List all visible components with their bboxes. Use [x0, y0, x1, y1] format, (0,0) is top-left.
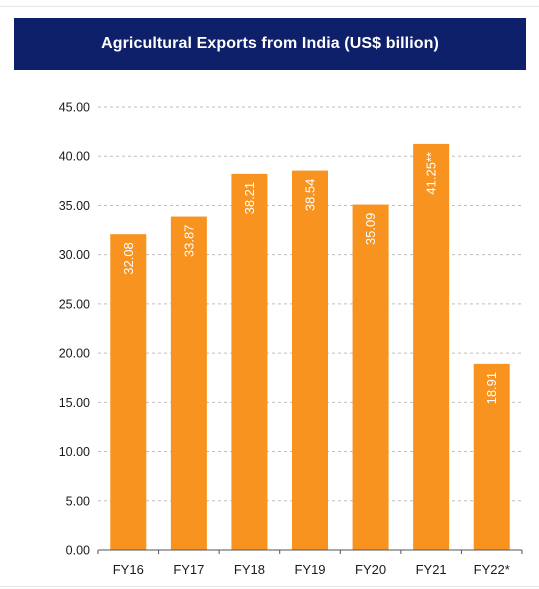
- x-tick-label: FY20: [355, 562, 386, 577]
- y-tick-label: 25.00: [59, 297, 90, 311]
- y-tick-label: 10.00: [59, 445, 90, 459]
- y-tick-label: 45.00: [59, 101, 90, 115]
- data-label: 38.54: [303, 179, 318, 212]
- bar-fy17: [170, 216, 207, 550]
- chart-title: Agricultural Exports from India (US$ bil…: [101, 35, 439, 52]
- bar-fy22: [473, 363, 510, 550]
- x-tick-label: FY18: [234, 562, 265, 577]
- top-divider: [0, 6, 539, 7]
- y-tick-label: 35.00: [59, 199, 90, 213]
- x-tick-label: FY21: [416, 562, 447, 577]
- chart-header: Agricultural Exports from India (US$ bil…: [14, 18, 526, 70]
- bar-fy18: [231, 173, 268, 550]
- x-tick-label: FY16: [113, 562, 144, 577]
- data-label: 41.25**: [424, 152, 439, 195]
- data-label: 35.09: [363, 213, 378, 246]
- data-label: 32.08: [121, 242, 136, 275]
- bottom-divider: [0, 586, 539, 587]
- data-label: 38.21: [242, 182, 257, 215]
- bar-fy16: [110, 234, 147, 550]
- y-tick-label: 40.00: [59, 150, 90, 164]
- y-tick-label: 5.00: [66, 494, 90, 508]
- y-tick-label: 30.00: [59, 248, 90, 262]
- bar-fy21: [413, 143, 450, 550]
- data-label: 18.91: [484, 372, 499, 405]
- x-tick-label: FY19: [294, 562, 325, 577]
- data-label: 33.87: [181, 225, 196, 258]
- y-tick-label: 15.00: [59, 396, 90, 410]
- x-tick-label: FY22*: [474, 562, 510, 577]
- bar-fy19: [292, 170, 328, 551]
- y-tick-label: 20.00: [59, 347, 90, 361]
- x-tick-label: FY17: [173, 562, 204, 577]
- bar-fy20: [352, 204, 389, 550]
- y-tick-label: 0.00: [66, 544, 90, 558]
